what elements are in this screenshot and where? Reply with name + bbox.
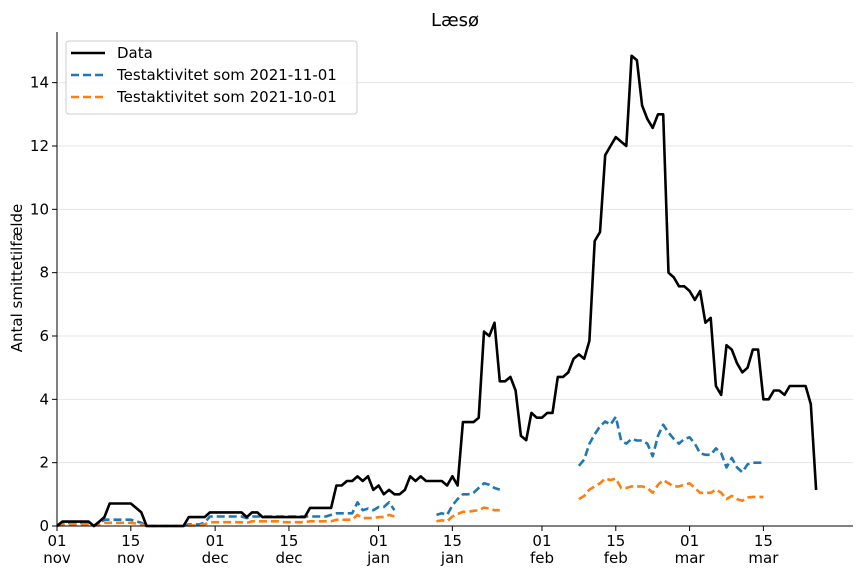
series-line xyxy=(436,506,500,523)
x-tick-label: 15 xyxy=(279,532,298,550)
y-tick-label: 0 xyxy=(39,517,49,535)
chart-title: Læsø xyxy=(431,10,479,31)
y-tick-label: 6 xyxy=(39,327,49,345)
x-tick-label: 15 xyxy=(121,532,140,550)
legend-label: Testaktivitet som 2021-11-01 xyxy=(116,66,337,84)
legend-label: Data xyxy=(117,44,153,62)
x-ticks: 01nov15nov01dec15dec01jan15jan01feb15feb… xyxy=(43,526,779,567)
x-tick-label: 01 xyxy=(532,532,551,550)
x-tick-month-label: feb xyxy=(604,549,628,567)
y-tick-label: 14 xyxy=(30,74,49,92)
y-tick-label: 10 xyxy=(30,200,49,218)
grid-lines xyxy=(57,82,853,464)
legend: Data Testaktivitet som 2021-11-01 Testakti… xyxy=(65,40,358,115)
x-tick-label: 01 xyxy=(680,532,699,550)
x-tick-month-label: feb xyxy=(530,549,554,567)
legend-box xyxy=(65,40,358,115)
y-ticks: 0 2 4 6 8 10 12 14 xyxy=(30,74,57,535)
x-tick-month-label: jan xyxy=(440,549,464,567)
y-tick-label: 2 xyxy=(39,454,49,472)
x-tick-month-label: mar xyxy=(675,549,706,567)
x-tick-month-label: mar xyxy=(748,549,779,567)
x-tick-month-label: nov xyxy=(43,549,71,567)
y-tick-label: 12 xyxy=(30,137,49,155)
series-line xyxy=(56,54,818,528)
x-tick-label: 15 xyxy=(754,532,773,550)
series-line xyxy=(577,415,764,474)
x-tick-label: 15 xyxy=(443,532,462,550)
x-tick-month-label: dec xyxy=(202,549,229,567)
series-line xyxy=(578,477,764,502)
legend-label: Testaktivitet som 2021-10-01 xyxy=(116,88,337,106)
x-tick-month-label: nov xyxy=(117,549,145,567)
x-tick-month-label: dec xyxy=(275,549,302,567)
y-tick-label: 8 xyxy=(39,264,49,282)
y-tick-label: 4 xyxy=(39,390,49,408)
series-line xyxy=(56,513,395,528)
x-tick-label: 15 xyxy=(606,532,625,550)
x-tick-label: 01 xyxy=(206,532,225,550)
series-line xyxy=(56,501,396,528)
series-lines xyxy=(56,54,818,528)
axes xyxy=(56,32,853,527)
x-tick-label: 01 xyxy=(369,532,388,550)
x-tick-label: 01 xyxy=(47,532,66,550)
series-line xyxy=(436,482,501,517)
y-axis-label: Antal smittetilfælde xyxy=(8,204,26,353)
x-tick-month-label: jan xyxy=(366,549,390,567)
